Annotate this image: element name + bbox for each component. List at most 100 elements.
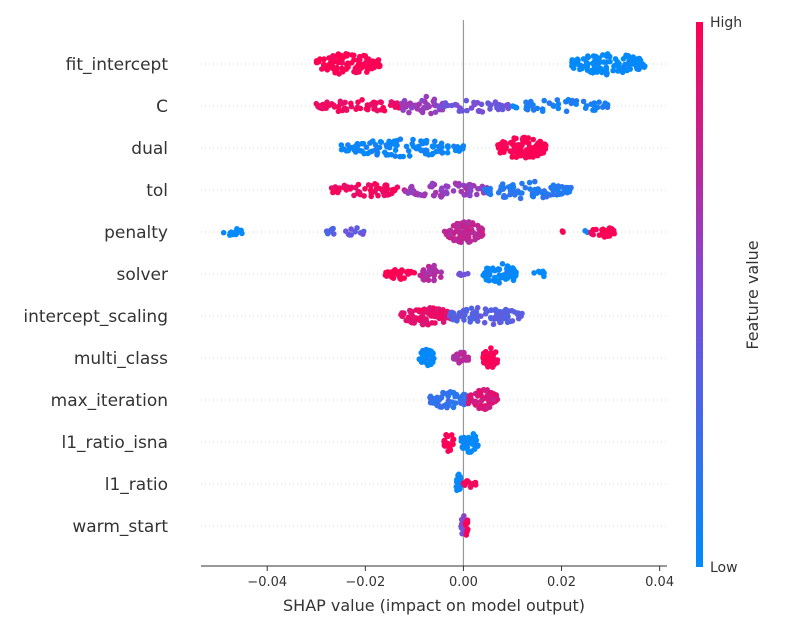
point-C — [343, 106, 350, 112]
point-penalty — [326, 229, 333, 235]
point-dual — [503, 141, 509, 148]
point-dual — [392, 153, 399, 159]
point-C — [463, 97, 470, 104]
point-l1_ratio_isna — [444, 433, 451, 440]
point-fit_intercept — [351, 57, 357, 63]
point-C — [355, 99, 361, 105]
point-fit_intercept — [349, 52, 355, 58]
point-fit_intercept — [575, 61, 581, 68]
point-max_iteration — [445, 393, 452, 400]
point-solver — [417, 272, 424, 279]
point-solver — [420, 268, 427, 275]
row-guides — [201, 63, 667, 527]
point-solver — [541, 273, 547, 280]
point-C — [442, 100, 448, 107]
point-max_iteration — [475, 393, 481, 399]
point-intercept_scaling — [474, 304, 481, 311]
x-tick-label: −0.02 — [345, 575, 385, 590]
point-C — [546, 100, 553, 106]
point-C — [563, 98, 569, 105]
point-C — [511, 103, 517, 110]
feature-label-solver: solver — [117, 265, 169, 285]
point-tol — [391, 186, 398, 193]
point-fit_intercept — [585, 54, 592, 61]
point-tol — [452, 180, 459, 187]
point-max_iteration — [459, 400, 465, 407]
point-intercept_scaling — [440, 307, 446, 313]
point-fit_intercept — [627, 66, 633, 72]
point-C — [423, 93, 430, 100]
point-C — [541, 97, 547, 104]
point-C — [464, 107, 470, 114]
point-fit_intercept — [574, 56, 581, 62]
point-fit_intercept — [594, 69, 600, 75]
point-fit_intercept — [372, 60, 379, 67]
point-tol — [461, 192, 468, 198]
point-fit_intercept — [339, 60, 345, 66]
point-dual — [413, 145, 420, 152]
point-tol — [532, 178, 538, 185]
point-dual — [409, 141, 416, 147]
colorbar-title: Feature value — [743, 240, 762, 349]
point-C — [359, 97, 365, 103]
point-C — [554, 97, 561, 103]
point-max_iteration — [472, 398, 479, 405]
point-solver — [531, 270, 537, 276]
point-dual — [376, 144, 383, 151]
feature-label-multi_class: multi_class — [74, 349, 168, 369]
point-solver — [421, 277, 427, 283]
point-fit_intercept — [356, 61, 362, 67]
point-fit_intercept — [600, 59, 607, 65]
point-multi_class — [429, 350, 436, 356]
point-C — [392, 104, 399, 110]
point-tol — [413, 191, 419, 198]
point-dual — [444, 149, 451, 156]
point-tol — [408, 183, 415, 190]
point-penalty — [238, 227, 244, 234]
point-fit_intercept — [361, 52, 367, 59]
point-C — [487, 106, 493, 112]
point-dual — [345, 142, 351, 148]
point-solver — [483, 276, 490, 283]
point-C — [401, 101, 408, 108]
feature-label-l1_ratio: l1_ratio — [105, 475, 168, 495]
point-solver — [438, 269, 445, 276]
point-fit_intercept — [604, 51, 611, 57]
point-fit_intercept — [570, 65, 577, 71]
point-solver — [505, 263, 511, 270]
point-fit_intercept — [376, 63, 382, 70]
colorbar: High Low Feature value — [696, 15, 762, 576]
x-tick-label: 0.02 — [547, 575, 576, 590]
point-intercept_scaling — [478, 313, 484, 320]
point-tol — [328, 185, 335, 191]
point-C — [596, 99, 602, 105]
point-l1_ratio_isna — [459, 443, 466, 450]
point-dual — [392, 147, 399, 153]
feature-label-fit_intercept: fit_intercept — [66, 55, 169, 75]
point-l1_ratio — [456, 473, 463, 480]
point-C — [380, 104, 387, 111]
point-tol — [362, 186, 368, 192]
point-tol — [367, 187, 374, 193]
point-l1_ratio_isna — [464, 444, 471, 451]
point-penalty — [354, 225, 360, 231]
point-intercept_scaling — [471, 315, 477, 322]
point-penalty — [470, 222, 477, 228]
point-fit_intercept — [580, 56, 587, 62]
point-C — [320, 105, 326, 112]
point-solver — [512, 273, 518, 279]
point-intercept_scaling — [482, 306, 489, 312]
point-warm_start — [458, 525, 465, 531]
point-intercept_scaling — [411, 314, 417, 321]
point-tol — [550, 187, 557, 193]
point-dual — [372, 142, 379, 148]
point-solver — [490, 277, 497, 284]
feature-label-intercept_scaling: intercept_scaling — [23, 307, 168, 327]
point-C — [419, 109, 426, 116]
point-intercept_scaling — [439, 314, 446, 321]
point-intercept_scaling — [407, 309, 414, 315]
point-penalty — [466, 239, 472, 245]
point-C — [388, 99, 395, 105]
point-fit_intercept — [322, 65, 328, 71]
